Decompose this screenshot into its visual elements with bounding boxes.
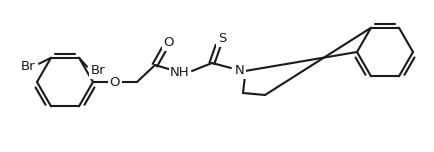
Text: NH: NH — [170, 67, 190, 79]
Text: O: O — [164, 36, 174, 50]
Text: Br: Br — [91, 64, 105, 77]
Text: Br: Br — [21, 60, 35, 73]
Text: O: O — [110, 76, 120, 88]
Text: S: S — [218, 33, 226, 45]
Text: N: N — [235, 64, 245, 78]
